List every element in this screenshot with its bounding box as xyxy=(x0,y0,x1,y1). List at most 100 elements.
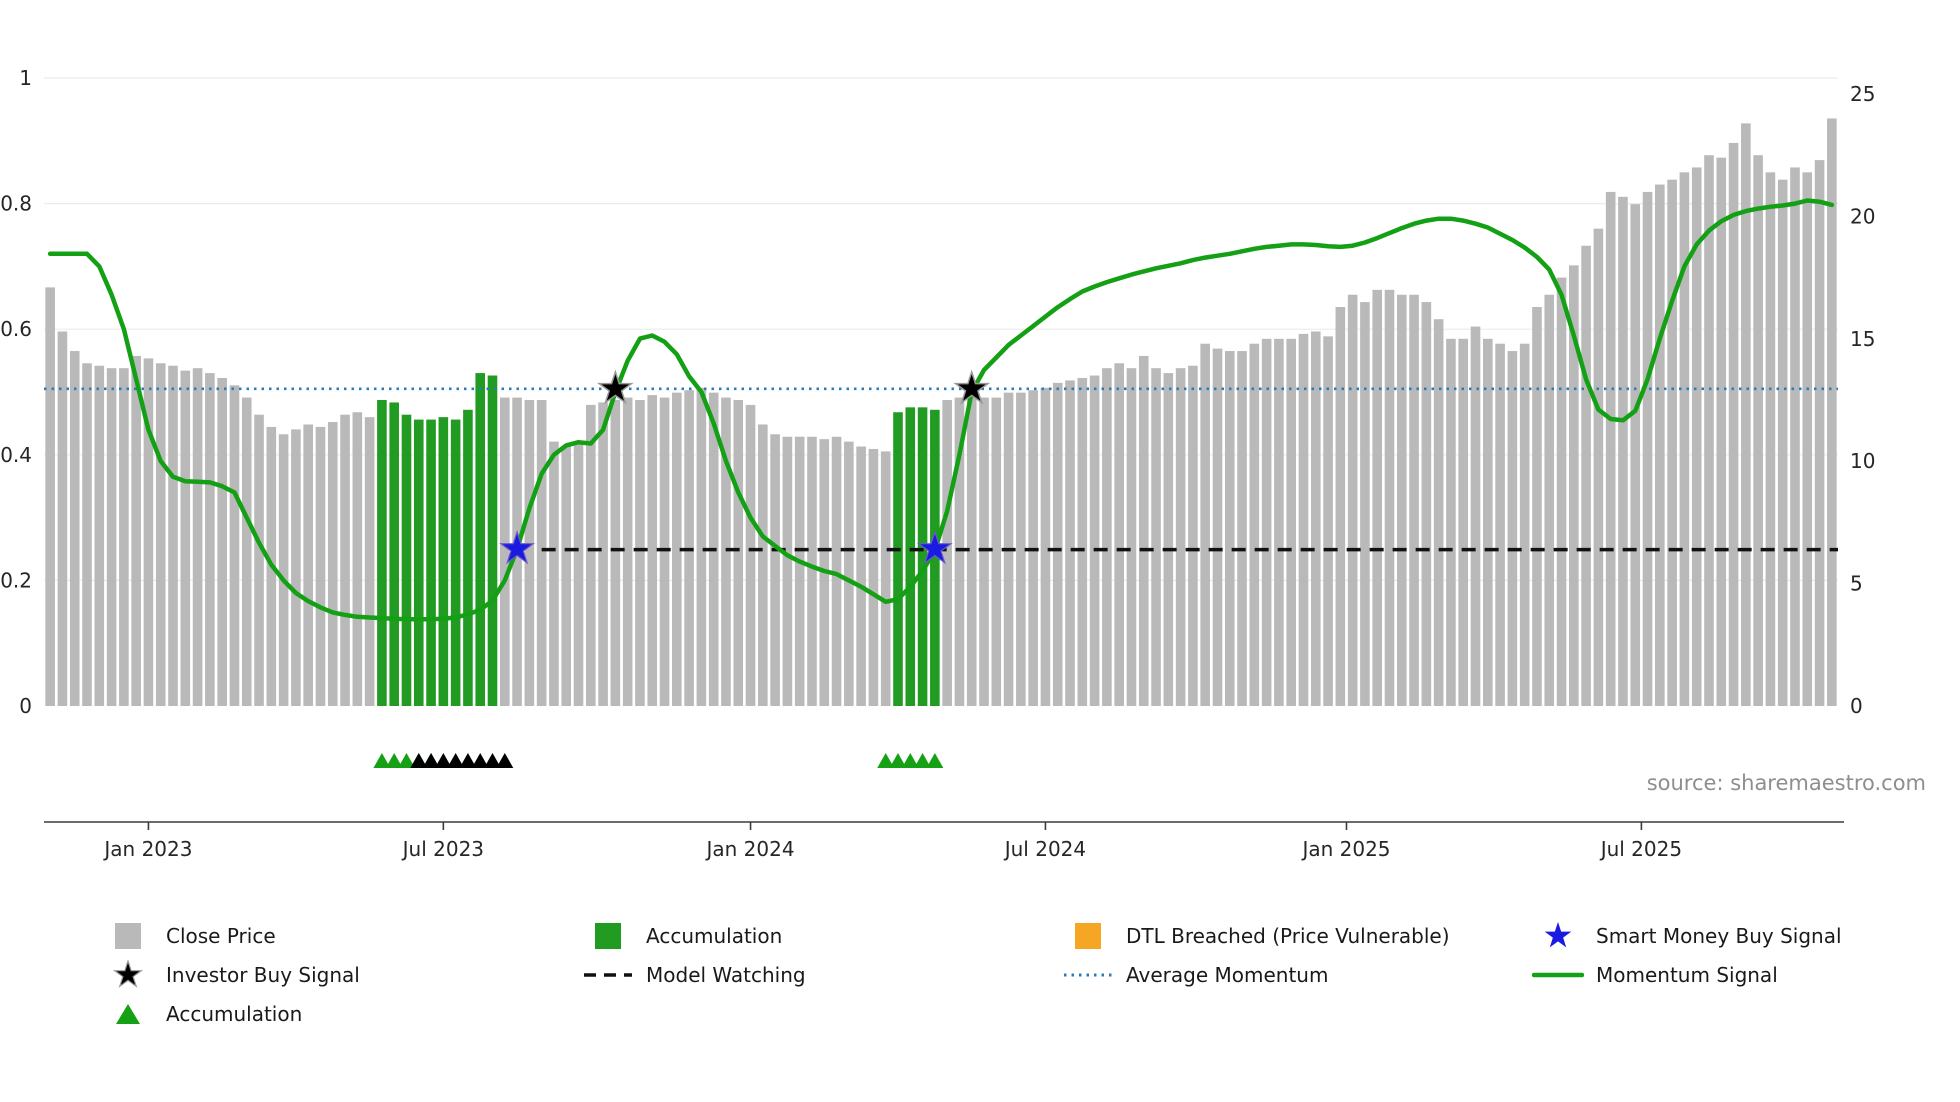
legend-label-accumulation-bar: Accumulation xyxy=(646,923,783,948)
close-price-bar xyxy=(1249,343,1260,706)
legend-label-close-price: Close Price xyxy=(166,923,276,948)
close-price-bar xyxy=(1360,302,1370,706)
accumulation-bar xyxy=(389,402,399,706)
close-price-bar xyxy=(1433,319,1444,706)
legend-column-4: Smart Money Buy Signal Momentum Signal xyxy=(1530,916,1842,994)
close-price-bar xyxy=(1630,204,1641,706)
close-price-bar xyxy=(1777,179,1788,706)
blue-star-icon xyxy=(1530,921,1586,951)
close-price-bar xyxy=(57,331,68,706)
close-price-bar xyxy=(1458,338,1469,706)
close-price-bar xyxy=(549,441,559,706)
accumulation-triangle-black xyxy=(459,753,477,768)
legend-label-investor-buy-signal: Investor Buy Signal xyxy=(166,962,360,987)
legend-label-dtl-breached: DTL Breached (Price Vulnerable) xyxy=(1126,923,1450,948)
legend-item-model-watching: Model Watching xyxy=(580,955,806,994)
close-price-bar xyxy=(659,397,670,706)
legend-item-accumulation-triangle: Accumulation xyxy=(100,994,360,1033)
legend-label-momentum-signal: Momentum Signal xyxy=(1596,962,1778,987)
legend-item-investor-buy-signal: Investor Buy Signal xyxy=(100,955,360,994)
investor-buy-signal-star xyxy=(953,369,991,405)
accumulation-bar xyxy=(450,419,461,706)
accumulation-bar xyxy=(463,409,473,706)
close-price-bar xyxy=(1126,368,1137,706)
close-price-bar xyxy=(794,436,805,706)
close-price-bar xyxy=(1089,375,1100,706)
close-price-bar xyxy=(1790,167,1800,706)
accumulation-triangle-green xyxy=(397,753,415,768)
left-y-tick-label: 0.6 xyxy=(0,317,32,341)
x-tick-label: Jul 2024 xyxy=(1003,837,1086,861)
close-price-bar xyxy=(180,370,191,706)
close-price-bar xyxy=(94,365,105,706)
close-price-bar xyxy=(1372,289,1383,706)
close-price-bar xyxy=(1286,338,1296,706)
close-price-bar xyxy=(1224,351,1235,706)
close-price-bar xyxy=(1102,368,1112,706)
close-price-bar xyxy=(573,441,584,706)
close-price-bar xyxy=(1261,338,1272,706)
accumulation-bar xyxy=(413,419,424,706)
close-price-bar xyxy=(192,368,203,706)
x-tick-label: Jan 2025 xyxy=(1300,837,1390,861)
close-price-bar xyxy=(499,397,510,706)
close-price-bar xyxy=(991,397,1002,706)
legend-column-2: Accumulation Model Watching xyxy=(580,916,806,994)
legend-label-average-momentum: Average Momentum xyxy=(1126,962,1329,987)
left-y-tick-label: 0.8 xyxy=(0,192,32,216)
close-price-bar xyxy=(1065,380,1075,706)
close-price-bar xyxy=(954,397,965,706)
close-price-bar xyxy=(168,365,178,706)
legend-item-accumulation-bar: Accumulation xyxy=(580,916,806,955)
close-price-bar xyxy=(1569,265,1579,706)
close-price-bar xyxy=(1556,277,1567,706)
close-price-bar xyxy=(1409,294,1419,706)
close-price-bar xyxy=(782,436,793,706)
close-price-bar xyxy=(1495,343,1505,706)
close-price-bar xyxy=(1163,373,1174,706)
close-price-bar xyxy=(1114,363,1124,706)
left-y-tick-label: 0.2 xyxy=(0,568,32,592)
close-price-bar xyxy=(352,412,363,706)
close-price-bar xyxy=(1274,338,1284,706)
close-price-bar xyxy=(1679,172,1690,706)
x-tick-label: Jul 2025 xyxy=(1599,837,1682,861)
legend-item-close-price: Close Price xyxy=(100,916,360,955)
accumulation-triangle-black xyxy=(410,753,428,768)
x-tick-label: Jan 2024 xyxy=(704,837,794,861)
close-price-bar xyxy=(254,414,264,706)
close-price-bar xyxy=(1237,351,1247,706)
green-square-icon xyxy=(580,922,636,950)
accumulation-triangle-black xyxy=(422,753,440,768)
close-price-bar xyxy=(733,400,744,706)
close-price-bar xyxy=(536,400,547,706)
legend-label-accumulation-triangle: Accumulation xyxy=(166,1001,303,1026)
close-price-bar xyxy=(966,395,977,706)
close-price-bar xyxy=(1151,368,1161,706)
close-price-bar xyxy=(229,385,240,706)
close-price-bar xyxy=(1188,365,1198,706)
close-price-bar xyxy=(1667,179,1677,706)
close-price-bar xyxy=(364,417,375,706)
smart-money-buy-signal-star xyxy=(499,530,536,565)
close-price-bar xyxy=(1519,343,1530,706)
close-price-bar xyxy=(1016,392,1026,706)
dashed-line-icon xyxy=(580,962,636,988)
accumulation-bar xyxy=(487,375,498,706)
close-price-bar xyxy=(1716,157,1727,706)
close-price-bar xyxy=(647,395,658,706)
accumulation-bar xyxy=(893,412,903,706)
investor-buy-signal-star xyxy=(596,369,634,405)
close-price-bar xyxy=(1483,338,1493,706)
close-price-bar xyxy=(1741,123,1751,707)
close-price-bar xyxy=(831,436,842,706)
close-price-bar xyxy=(524,400,535,706)
close-price-bar xyxy=(942,400,952,706)
legend-label-smart-money-buy-signal: Smart Money Buy Signal xyxy=(1596,923,1842,948)
accumulation-triangle-green xyxy=(889,753,907,768)
black-star-icon xyxy=(100,959,156,990)
close-price-bar xyxy=(45,287,55,706)
close-price-bar xyxy=(106,368,117,706)
close-price-bar xyxy=(1052,382,1063,706)
